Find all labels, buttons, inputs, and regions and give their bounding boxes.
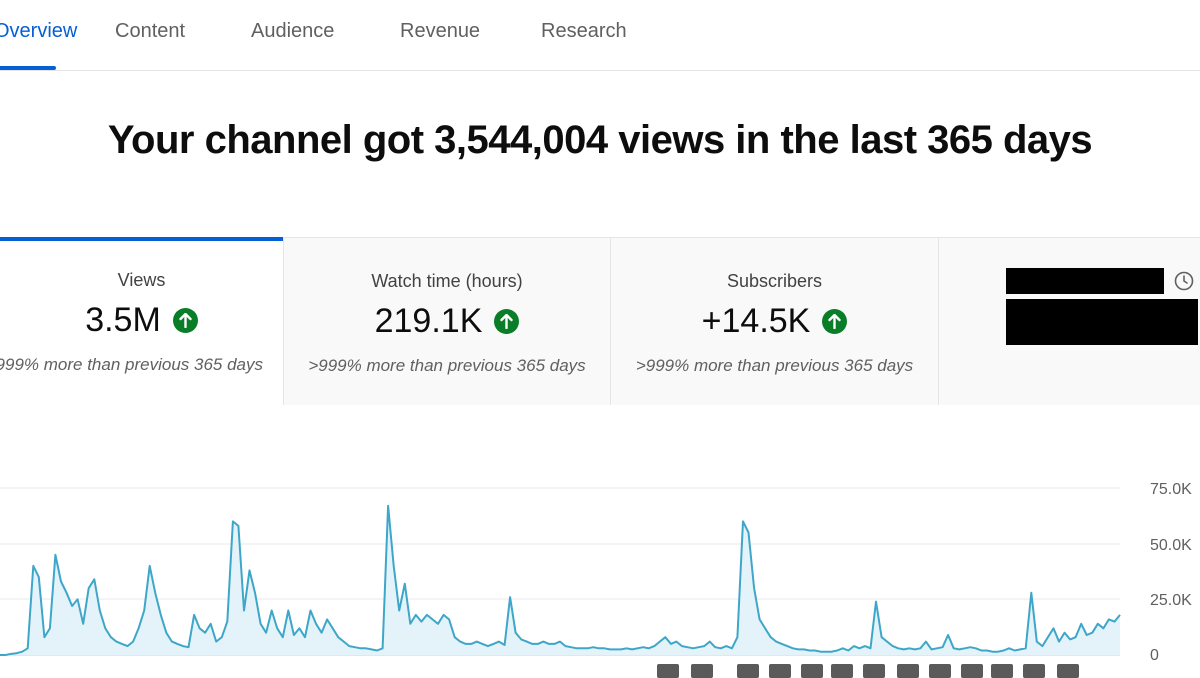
active-tab-indicator	[0, 66, 56, 70]
event-marker[interactable]	[863, 664, 885, 678]
arrow-up-icon	[822, 309, 848, 334]
page-headline: Your channel got 3,544,004 views in the …	[107, 118, 1093, 162]
event-marker[interactable]	[897, 664, 919, 678]
event-marker[interactable]	[1023, 664, 1045, 678]
series-area	[0, 505, 1120, 655]
redacted-value	[1006, 299, 1198, 345]
metric-comparison: >999% more than previous 365 days	[308, 356, 586, 375]
redacted-label	[1006, 268, 1164, 294]
arrow-up-icon	[494, 309, 520, 334]
metric-value: 219.1K	[374, 302, 483, 340]
tab-overview[interactable]: Overview	[0, 20, 78, 42]
event-marker[interactable]	[929, 664, 951, 678]
metric-value: +14.5K	[701, 302, 811, 340]
event-marker[interactable]	[801, 664, 823, 678]
metric-card-redacted[interactable]	[938, 237, 1200, 405]
views-chart: 75.0K 50.0K 25.0K 0	[0, 481, 1192, 664]
arrow-up-icon	[172, 308, 198, 333]
metric-comparison: >999% more than previous 365 days	[635, 356, 914, 375]
metric-label: Subscribers	[726, 271, 823, 291]
ytick-label-25k: 25.0K	[1150, 592, 1192, 609]
clock-icon	[1173, 270, 1195, 297]
event-marker[interactable]	[657, 664, 679, 678]
event-marker[interactable]	[691, 664, 713, 678]
ytick-label-0: 0	[1150, 647, 1159, 664]
series-line	[0, 504, 1121, 656]
event-marker[interactable]	[737, 664, 759, 678]
metric-cards: Views 3.5M >999% more than previous 365 …	[0, 237, 1200, 405]
metric-value: 3.5M	[85, 301, 161, 339]
tab-bar: Overview Content Audience Revenue Resear…	[0, 0, 1200, 71]
event-marker[interactable]	[1057, 664, 1079, 678]
event-marker[interactable]	[769, 664, 791, 678]
ytick-label-50k: 50.0K	[1150, 537, 1192, 554]
tab-audience[interactable]: Audience	[251, 20, 335, 42]
event-marker[interactable]	[831, 664, 853, 678]
event-marker[interactable]	[991, 664, 1013, 678]
metric-card-views[interactable]: Views 3.5M >999% more than previous 365 …	[0, 237, 283, 405]
event-marker[interactable]	[961, 664, 983, 678]
metric-comparison: >999% more than previous 365 days	[0, 355, 263, 374]
ytick-label-75k: 75.0K	[1150, 481, 1192, 498]
tab-revenue[interactable]: Revenue	[400, 20, 481, 42]
tab-content[interactable]: Content	[115, 20, 186, 42]
metric-card-subscribers[interactable]: Subscribers +14.5K >999% more than previ…	[610, 237, 938, 405]
metric-label: Watch time (hours)	[371, 271, 523, 291]
metric-label: Views	[117, 270, 166, 290]
grid-lines	[0, 487, 1120, 656]
metric-card-watch-time[interactable]: Watch time (hours) 219.1K >999% more tha…	[283, 237, 610, 405]
tab-research[interactable]: Research	[541, 20, 627, 42]
